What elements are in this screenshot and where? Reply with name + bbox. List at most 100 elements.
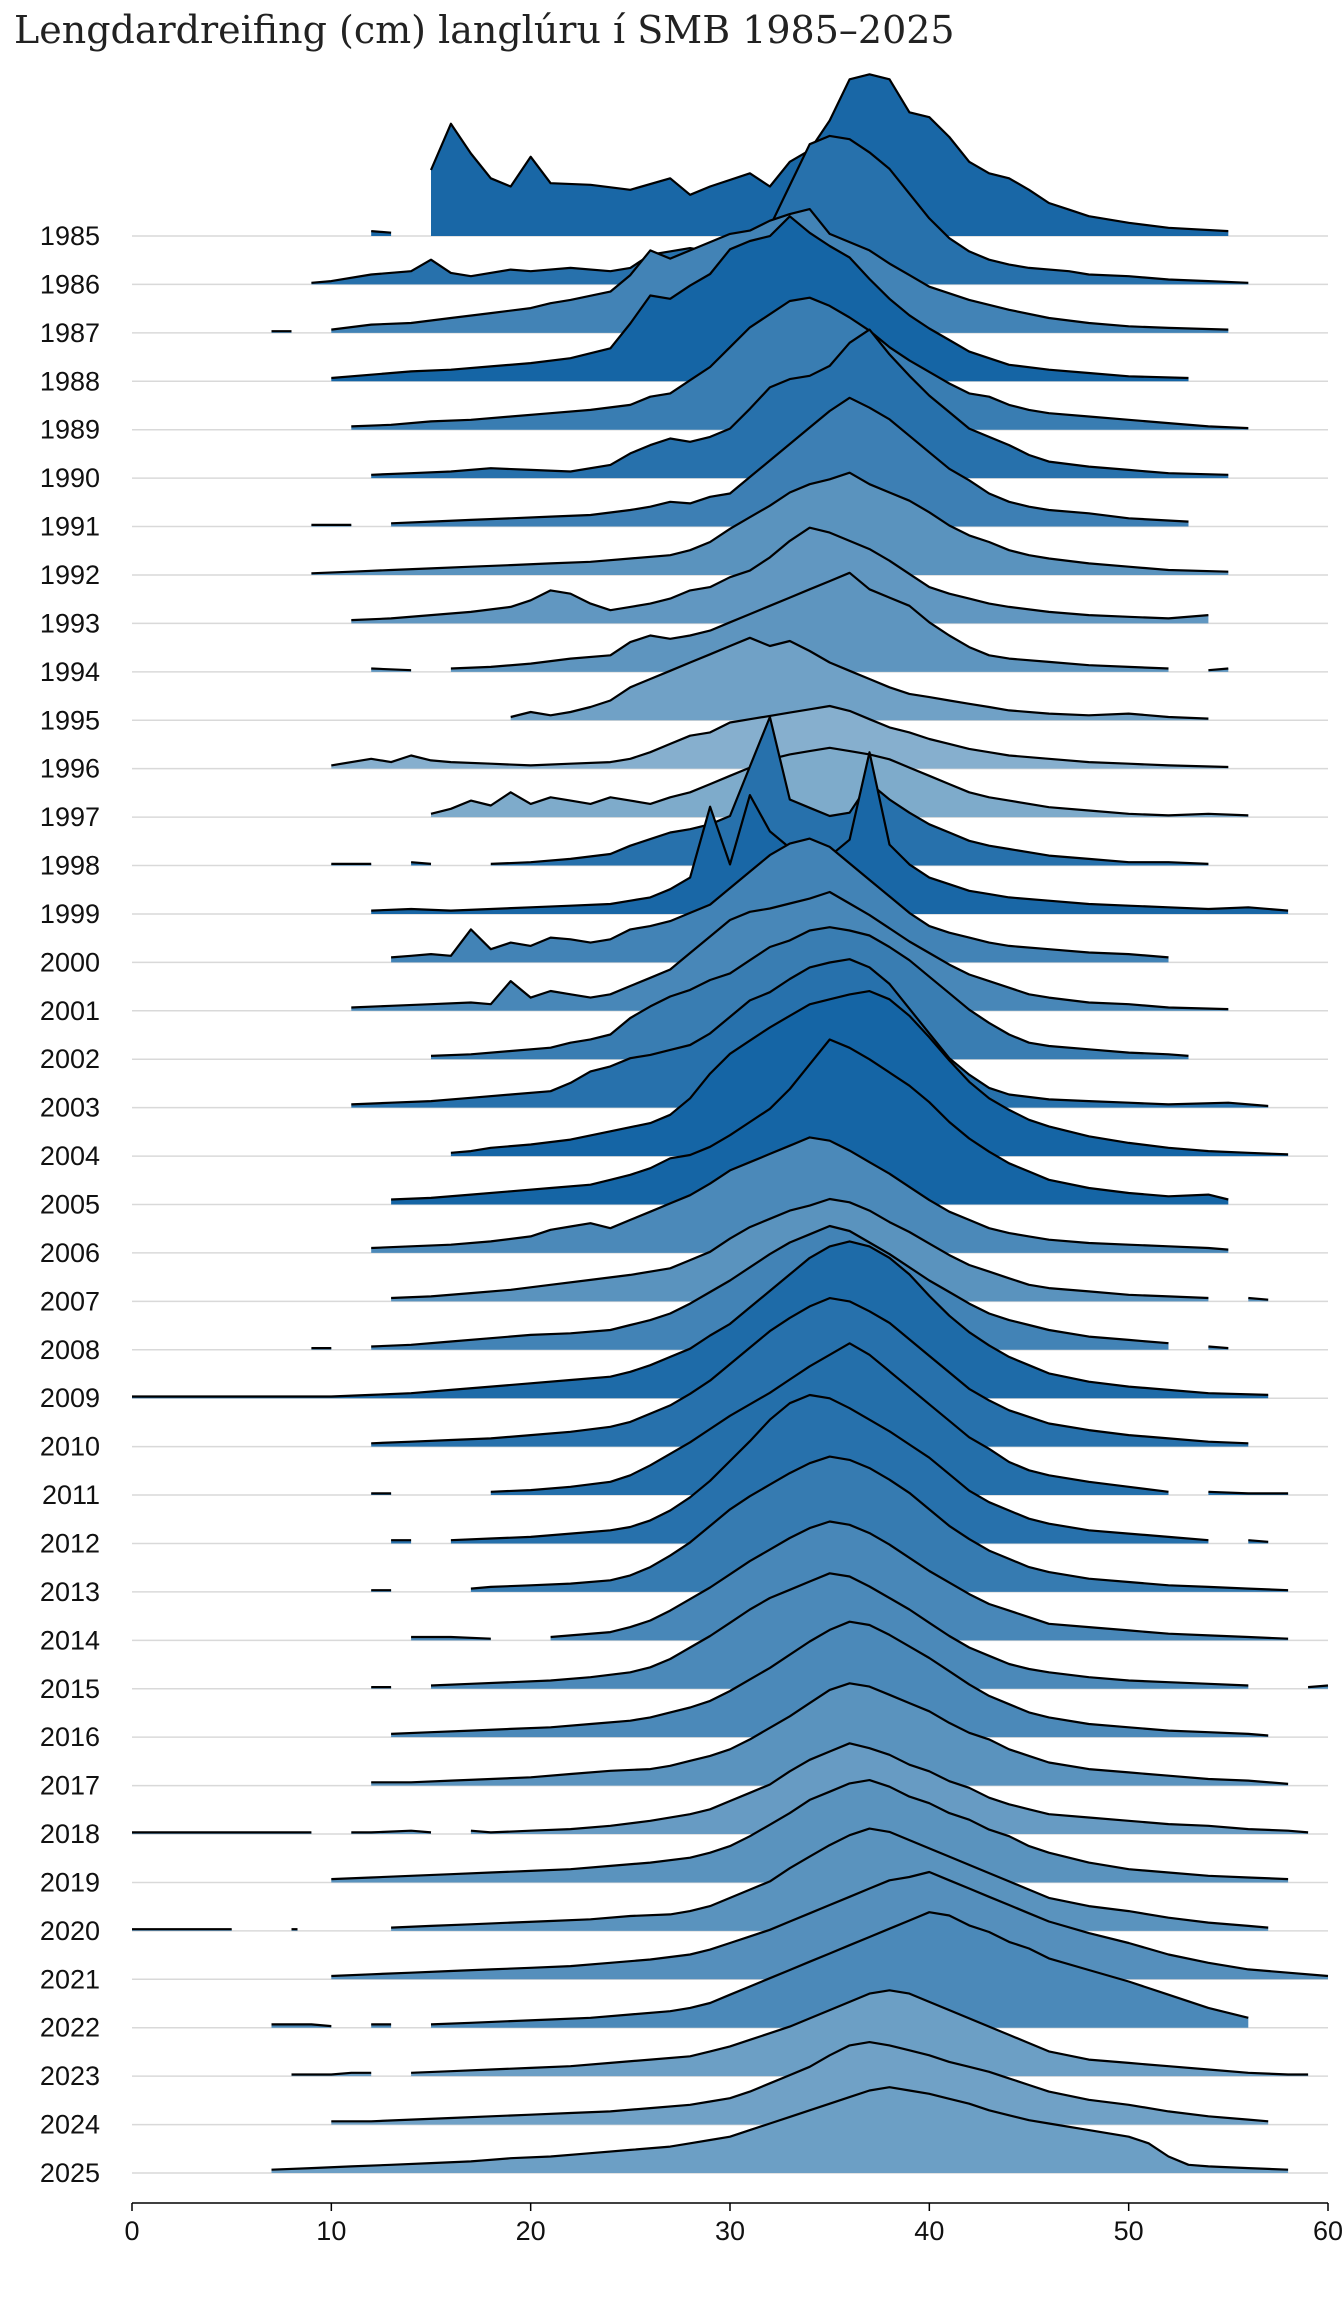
ridge-line-2016-0 [391,1620,1269,1737]
ridge-line-2011-1 [490,1342,1169,1493]
ridge-area-1990-0 [371,329,1229,479]
ridge-2020 [132,1827,1269,1931]
ridge-2023 [291,1989,1309,2077]
ridge-area-2021-0 [331,1872,1328,1980]
year-label-1986: 1986 [40,269,100,299]
year-label-2006: 2006 [40,1238,100,1268]
year-label-2003: 2003 [40,1093,100,1123]
year-label-1999: 1999 [40,899,100,929]
year-label-2012: 2012 [40,1528,100,1558]
year-labels: 1985 1986 1987 1988 1989 1990 1991 1992 1993 1994… [40,221,100,2188]
ridge-2025 [271,2086,1289,2173]
x-tick-label-40: 40 [914,2216,944,2246]
ridge-line-2010-0 [371,1297,1249,1445]
ridge-area-2014-1 [550,1521,1289,1641]
year-label-2021: 2021 [40,1964,100,1994]
ridge-line-2024-0 [331,2041,1269,2123]
ridge-1989 [351,296,1249,430]
ridge-area-2000-0 [391,838,1169,963]
ridge-line-1998-1 [411,861,432,865]
ridge-area-1994-1 [450,572,1169,672]
ridge-line-1985-0 [371,230,392,234]
ridge-line-2001-0 [351,890,1229,1011]
ridge-line-2022-0 [271,2023,332,2028]
ridge-line-1991-1 [391,396,1189,525]
year-label-2017: 2017 [40,1771,100,1801]
ridge-line-2011-2 [1208,1490,1289,1495]
ridge-area-2020-2 [391,1828,1269,1931]
ridge-2014 [411,1520,1289,1641]
ridge-1986 [311,134,1249,285]
ridge-line-2014-1 [550,1520,1289,1640]
ridge-line-2022-2 [430,1911,1249,2026]
year-label-1990: 1990 [40,463,100,493]
ridge-line-1996-0 [331,704,1229,769]
ridge-area-2019-0 [331,1780,1289,1883]
ridge-line-2012-2 [1248,1539,1269,1543]
ridge-line-2005-0 [391,1038,1229,1201]
ridge-line-2023-0 [291,2071,372,2076]
ridge-2006 [371,1136,1229,1253]
year-label-1992: 1992 [40,560,100,590]
ridge-line-1992-0 [311,471,1229,575]
ridge-line-1994-0 [371,667,412,672]
ridge-area-2023-1 [411,1990,1309,2077]
year-label-2023: 2023 [40,2061,100,2091]
ridge-area-1995-0 [510,637,1209,721]
ridge-area-2013-1 [470,1456,1289,1592]
ridge-1994 [371,571,1229,672]
ridge-line-2015-1 [430,1572,1249,1687]
ridge-line-1985-1 [429,73,1229,233]
ridge-line-2000-0 [391,837,1169,959]
ridge-line-1989-0 [351,296,1249,430]
ridge-2019 [331,1779,1289,1883]
ridge-2024 [331,2041,1269,2125]
x-axis: 0 10 20 30 40 50 60 [124,2202,1343,2246]
year-label-2013: 2013 [40,1577,100,1607]
ridge-area-2025-0 [271,2087,1289,2173]
ridge-line-2015-2 [1308,1684,1329,1689]
ridge-line-2023-1 [411,1989,1309,2076]
ridge-line-1995-0 [510,636,1209,720]
ridge-area-2024-0 [331,2042,1269,2125]
year-label-1993: 1993 [40,608,100,638]
ridge-line-2019-0 [331,1779,1289,1881]
year-label-1991: 1991 [40,512,100,542]
year-label-2010: 2010 [40,1432,100,1462]
ridge-line-2017-0 [371,1682,1289,1785]
ridge-2009 [132,1240,1269,1399]
ridge-line-2008-2 [1208,1345,1229,1350]
year-label-2024: 2024 [40,2110,100,2140]
ridge-2013 [371,1455,1289,1592]
ridge-line-1993-0 [351,526,1209,622]
ridge-line-2004-0 [450,990,1289,1156]
year-label-1995: 1995 [40,705,100,735]
x-tick-label-20: 20 [516,2216,546,2246]
year-label-1998: 1998 [40,851,100,881]
ridge-area-2009-0 [132,1241,1269,1399]
x-tick-label-10: 10 [316,2216,346,2246]
ridge-area-1988-0 [331,216,1189,382]
x-tick-label-50: 50 [1114,2216,1144,2246]
ridge-1997 [430,746,1249,818]
ridge-line-1990-0 [371,328,1229,476]
ridge-2005 [391,1038,1229,1205]
year-label-2000: 2000 [40,947,100,977]
year-label-1987: 1987 [40,318,100,348]
ridge-2022 [271,1911,1249,2028]
ridge-line-2025-0 [271,2086,1289,2171]
ridge-line-1998-2 [490,715,1209,865]
ridge-line-1988-0 [331,215,1189,380]
year-label-1985: 1985 [40,221,100,251]
ridge-line-2014-0 [411,1635,491,1640]
ridge-area-1989-0 [351,297,1249,430]
ridge-area-1997-0 [431,747,1249,818]
ridge-1993 [351,526,1209,624]
ridge-line-2008-1 [371,1224,1169,1348]
ridge-2008 [311,1224,1229,1350]
year-label-1997: 1997 [40,802,100,832]
year-label-2005: 2005 [40,1190,100,1220]
x-tick-label-30: 30 [715,2216,745,2246]
ridge-line-1994-2 [1208,667,1229,672]
